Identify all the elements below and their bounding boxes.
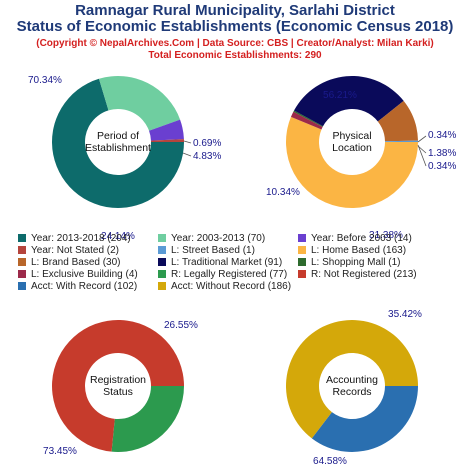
legend-item: Year: Before 2003 (14)	[298, 233, 412, 244]
legend-item: L: Shopping Mall (1)	[298, 257, 401, 268]
legend-swatch	[158, 270, 166, 278]
legend-swatch	[158, 258, 166, 266]
legend-item: L: Street Based (1)	[158, 245, 255, 256]
donut-center-label: Location	[332, 142, 372, 154]
legend-swatch	[298, 258, 306, 266]
slice-percent-label: 26.55%	[164, 320, 198, 331]
donut-center-label: Records	[332, 386, 371, 398]
legend-label: Year: Before 2003 (14)	[311, 233, 412, 244]
legend-swatch	[18, 234, 26, 242]
legend-swatch	[158, 282, 166, 290]
slice-percent-label: 0.34%	[428, 130, 456, 141]
legend-item: R: Not Registered (213)	[298, 269, 417, 280]
legend-label: Year: 2003-2013 (70)	[171, 233, 266, 244]
pie-slice	[311, 386, 418, 453]
legend-label: L: Street Based (1)	[171, 245, 255, 256]
donut-center-label: Accounting	[326, 374, 378, 386]
pie-slice	[290, 111, 323, 130]
legend-label: L: Shopping Mall (1)	[311, 257, 401, 268]
legend-item: Year: 2013-2018 (204)	[18, 233, 131, 244]
legend-item: Year: 2003-2013 (70)	[158, 233, 265, 244]
pie-slice	[111, 386, 184, 452]
legend-swatch	[18, 282, 26, 290]
legend-label: R: Legally Registered (77)	[171, 269, 288, 280]
legend-swatch	[298, 246, 306, 254]
legend-swatch	[18, 270, 26, 278]
pie-slice	[98, 75, 181, 131]
leader-line	[183, 140, 192, 144]
chart-title: Ramnagar Rural Municipality, Sarlahi Dis…	[75, 2, 395, 19]
legend-item: R: Legally Registered (77)	[158, 269, 287, 280]
copyright-source-line: (Copyright © NepalArchives.Com | Data So…	[36, 38, 434, 49]
legend-label: L: Home Based (163)	[311, 245, 407, 256]
pie-slice	[150, 139, 184, 142]
legend-swatch	[298, 270, 306, 278]
slice-percent-label: 1.38%	[428, 148, 456, 159]
pie-slice	[384, 140, 418, 142]
legend-label: Year: 2013-2018 (204)	[31, 233, 131, 244]
donut-center-label: Status	[103, 386, 133, 398]
leader-line	[417, 135, 427, 143]
legend-swatch	[18, 246, 26, 254]
leader-line	[417, 145, 427, 154]
pie-slice	[149, 119, 184, 141]
slice-percent-label: 10.34%	[266, 187, 300, 198]
pie-slice	[52, 320, 184, 452]
legend-label: Acct: Without Record (186)	[171, 281, 292, 292]
legend-item: L: Exclusive Building (4)	[18, 269, 138, 280]
pie-slice	[286, 116, 418, 209]
donut-center-label: Period of	[97, 130, 139, 142]
legend-swatch	[298, 234, 306, 242]
legend-item: Acct: Without Record (186)	[158, 281, 291, 292]
donut-center-label: Physical	[332, 130, 371, 142]
slice-percent-label: 70.34%	[28, 75, 62, 86]
total-establishments-line: Total Economic Establishments: 290	[148, 50, 322, 61]
slice-percent-label: 0.69%	[193, 138, 221, 149]
donut-chart: 70.34% 24.14% 4.83% 0.69% Period ofEstablish…	[28, 75, 221, 242]
pie-slice	[377, 100, 418, 142]
donut-chart: 56.21% 1.38% 0.34% 31.38% 10.34% 0.34% Physica…	[266, 76, 456, 241]
slice-percent-label: 56.21%	[323, 90, 357, 101]
slice-percent-label: 73.45%	[43, 446, 77, 457]
slice-percent-label: 64.58%	[313, 456, 347, 467]
legend-label: Year: Not Stated (2)	[31, 245, 120, 256]
legend-item: L: Traditional Market (91)	[158, 257, 282, 268]
chart-subtitle: Status of Economic Establishments (Econo…	[16, 18, 454, 35]
leader-line	[182, 152, 192, 157]
legend-label: L: Traditional Market (91)	[171, 257, 283, 268]
legend-swatch	[158, 246, 166, 254]
slice-percent-label: 4.83%	[193, 151, 221, 162]
legend-label: L: Exclusive Building (4)	[31, 269, 138, 280]
donut-center-label: Establishment	[85, 142, 151, 154]
pie-slice	[52, 78, 184, 208]
slice-percent-label: 31.38%	[369, 230, 403, 241]
pie-slice	[294, 76, 404, 127]
slice-percent-label: 0.34%	[428, 161, 456, 172]
legend-item: L: Home Based (163)	[298, 245, 406, 256]
legend-swatch	[18, 258, 26, 266]
leader-line	[417, 144, 427, 167]
legend-item: Year: Not Stated (2)	[18, 245, 119, 256]
pie-slice	[286, 320, 418, 439]
donut-center-label: Registration	[90, 374, 146, 386]
legend-label: R: Not Registered (213)	[311, 269, 417, 280]
legend-swatch	[158, 234, 166, 242]
legend-item: L: Brand Based (30)	[18, 257, 121, 268]
legend-label: L: Brand Based (30)	[31, 257, 121, 268]
pie-slice	[293, 110, 324, 127]
slice-percent-label: 35.42%	[388, 309, 422, 320]
legend-label: Acct: With Record (102)	[31, 281, 138, 292]
legend-item: Acct: With Record (102)	[18, 281, 137, 292]
slice-percent-label: 24.14%	[101, 231, 135, 242]
